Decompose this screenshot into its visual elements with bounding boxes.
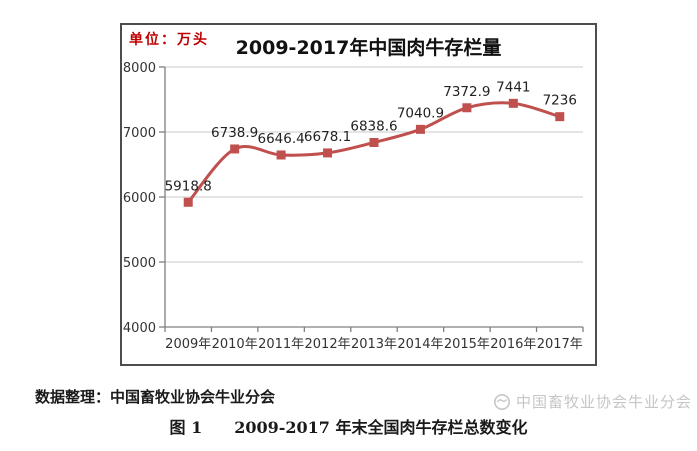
chart-unit-label: 单位：万头 bbox=[129, 32, 209, 48]
data-point-marker bbox=[230, 144, 240, 154]
data-point-label: 6738.9 bbox=[211, 125, 258, 141]
data-point-marker bbox=[276, 150, 286, 160]
x-tick-label: 2010年 bbox=[212, 337, 258, 352]
data-point-marker bbox=[183, 197, 193, 207]
chart-title: 2009-2017年中国肉牛存栏量 bbox=[235, 37, 502, 59]
data-point-marker bbox=[462, 103, 472, 113]
x-tick-label: 2016年 bbox=[490, 337, 536, 352]
x-tick-label: 2012年 bbox=[305, 337, 351, 352]
data-point-label: 5918.8 bbox=[165, 178, 212, 194]
x-tick-label: 2009年 bbox=[165, 337, 211, 352]
x-tick-label: 2017年 bbox=[537, 337, 583, 352]
figure-caption: 图 1 2009-2017 年末全国肉牛存栏总数变化 bbox=[169, 418, 528, 437]
data-point-marker bbox=[415, 124, 425, 134]
watermark-logo-icon bbox=[493, 393, 510, 410]
data-point-label: 7441 bbox=[496, 79, 530, 95]
data-point-marker bbox=[369, 137, 379, 147]
data-point-label: 6678.1 bbox=[304, 129, 351, 145]
chart-frame: 单位：万头 2009-2017年中国肉牛存栏量 4000 5000 6000 7000… bbox=[120, 23, 597, 366]
data-point-label: 6838.6 bbox=[350, 118, 397, 134]
x-tick-label: 2014年 bbox=[397, 337, 443, 352]
data-point-label: 7236 bbox=[543, 93, 577, 109]
y-tick-label: 6000 bbox=[123, 191, 156, 206]
data-point-label: 7372.9 bbox=[443, 84, 490, 100]
source-note: 数据整理：中国畜牧业协会牛业分会 bbox=[35, 388, 276, 406]
x-tick-label: 2015年 bbox=[444, 337, 490, 352]
data-point-label: 6646.4 bbox=[257, 131, 304, 147]
y-tick-label: 8000 bbox=[123, 61, 156, 76]
data-point-marker bbox=[555, 112, 565, 122]
y-tick-label: 4000 bbox=[123, 321, 156, 336]
watermark-text: 中国畜牧业协会牛业分会 bbox=[515, 393, 692, 411]
data-point-marker bbox=[508, 98, 518, 108]
y-tick-label: 7000 bbox=[123, 126, 156, 141]
data-point-marker bbox=[323, 148, 333, 158]
chart-plot: 4000 5000 6000 7000 8000 2009年 2010年 2011年 2012年… bbox=[123, 61, 584, 352]
x-tick-label: 2013年 bbox=[351, 337, 397, 352]
x-tick-label: 2011年 bbox=[258, 337, 304, 352]
y-tick-label: 5000 bbox=[123, 256, 156, 271]
watermark: 中国畜牧业协会牛业分会 bbox=[493, 391, 692, 412]
data-point-label: 7040.9 bbox=[397, 105, 444, 121]
